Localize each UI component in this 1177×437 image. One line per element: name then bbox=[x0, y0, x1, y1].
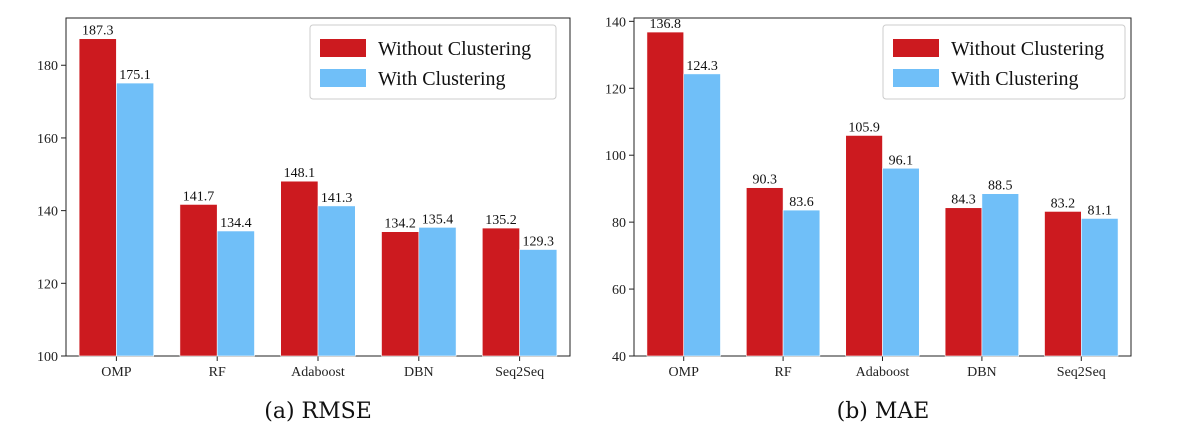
y-tick-label: 160 bbox=[37, 132, 58, 147]
legend-swatch-without bbox=[320, 39, 366, 57]
panel-mae: 40 60 80 100 120 140 OMP 136.8 124.3 RF 90.3 83.6 Ad… bbox=[605, 15, 1132, 424]
legend-label-without: Without Clustering bbox=[378, 38, 531, 60]
bar-without-seq2seq bbox=[482, 227, 520, 357]
bar-without-seq2seq bbox=[1044, 211, 1082, 357]
x-tick-label: RF bbox=[209, 365, 226, 380]
bar-with-omp bbox=[116, 82, 154, 357]
bar-without-dbn bbox=[381, 231, 420, 357]
x-tick-label: OMP bbox=[669, 365, 700, 380]
data-label: 81.1 bbox=[1087, 203, 1112, 218]
data-label: 129.3 bbox=[522, 235, 554, 250]
data-label: 135.2 bbox=[485, 213, 517, 228]
legend-label-without: Without Clustering bbox=[951, 38, 1104, 60]
bar-with-seq2seq bbox=[1081, 218, 1119, 357]
data-label: 90.3 bbox=[752, 173, 777, 188]
x-tick-label: Seq2Seq bbox=[495, 365, 544, 380]
bar-without-rf bbox=[179, 204, 218, 357]
data-label: 83.6 bbox=[789, 195, 814, 210]
y-tick-label: 180 bbox=[37, 59, 58, 74]
legend-label-with: With Clustering bbox=[951, 68, 1079, 90]
y-tick-label: 120 bbox=[37, 277, 58, 292]
data-label: 148.1 bbox=[284, 166, 316, 181]
x-tick-label: Adaboost bbox=[291, 365, 345, 380]
x-tick-label: Adaboost bbox=[856, 365, 910, 380]
y-tick-label: 120 bbox=[605, 82, 626, 97]
x-tick-label: DBN bbox=[967, 365, 997, 380]
bar-without-rf bbox=[746, 187, 784, 357]
data-label: 84.3 bbox=[951, 193, 976, 208]
y-tick-label: 60 bbox=[612, 283, 626, 298]
data-label: 83.2 bbox=[1051, 196, 1076, 211]
bar-with-adaboost bbox=[317, 205, 356, 357]
bar-without-adaboost bbox=[280, 180, 319, 357]
data-label: 135.4 bbox=[422, 212, 454, 227]
panel-caption: (b) MAE bbox=[837, 399, 930, 424]
data-label: 187.3 bbox=[82, 24, 114, 39]
legend-swatch-with bbox=[320, 69, 366, 87]
legend-swatch-without bbox=[893, 39, 939, 57]
data-label: 141.7 bbox=[183, 189, 215, 204]
panel-caption: (a) RMSE bbox=[264, 399, 372, 424]
x-tick-label: RF bbox=[775, 365, 792, 380]
y-tick-label: 100 bbox=[37, 350, 58, 365]
data-label: 136.8 bbox=[650, 17, 682, 32]
x-tick-label: OMP bbox=[101, 365, 132, 380]
data-label: 134.4 bbox=[220, 216, 252, 231]
bar-with-adaboost bbox=[882, 167, 920, 357]
y-tick-label: 140 bbox=[37, 205, 58, 220]
y-tick-label: 140 bbox=[605, 15, 626, 30]
bar-without-omp bbox=[646, 31, 684, 357]
bar-without-adaboost bbox=[845, 135, 883, 357]
bar-with-seq2seq bbox=[519, 249, 558, 357]
data-label: 134.2 bbox=[384, 217, 416, 232]
data-label: 124.3 bbox=[686, 59, 718, 74]
bar-without-omp bbox=[78, 38, 117, 357]
x-tick-label: DBN bbox=[404, 365, 434, 380]
data-label: 96.1 bbox=[889, 153, 914, 168]
legend-box bbox=[882, 24, 1126, 100]
bar-with-dbn bbox=[418, 227, 457, 357]
bar-with-rf bbox=[216, 230, 255, 357]
legend-label-with: With Clustering bbox=[378, 68, 506, 90]
data-label: 105.9 bbox=[848, 120, 880, 135]
bar-with-rf bbox=[782, 209, 821, 357]
data-label: 175.1 bbox=[119, 68, 151, 83]
legend-swatch-with bbox=[893, 69, 939, 87]
legend: Without Clustering With Clustering bbox=[882, 24, 1126, 100]
data-label: 141.3 bbox=[321, 191, 353, 206]
legend: Without Clustering With Clustering bbox=[309, 24, 557, 100]
bar-with-omp bbox=[683, 73, 721, 357]
y-tick-label: 80 bbox=[612, 216, 626, 231]
x-tick-label: Seq2Seq bbox=[1057, 365, 1106, 380]
legend-box bbox=[309, 24, 557, 100]
y-tick-label: 40 bbox=[612, 350, 626, 365]
y-tick-label: 100 bbox=[605, 149, 626, 164]
bar-without-dbn bbox=[944, 207, 983, 357]
panel-rmse: 100 120 140 160 180 OMP 187.3 175.1 RF 141.7 134.4… bbox=[37, 17, 571, 424]
data-label: 88.5 bbox=[988, 179, 1013, 194]
bar-with-dbn bbox=[981, 193, 1019, 357]
